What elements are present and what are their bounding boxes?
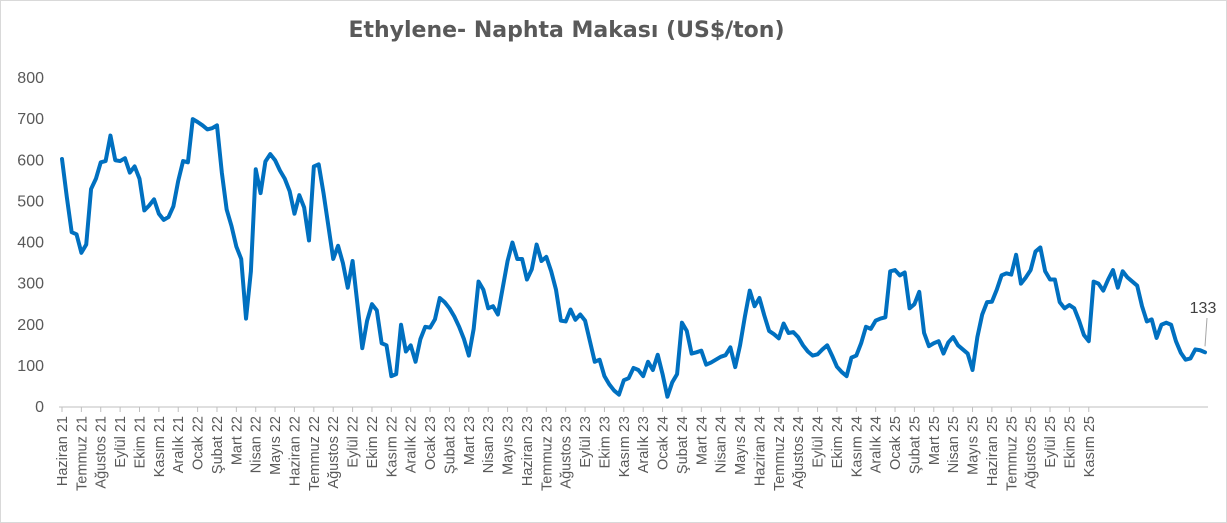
x-tick-label: Şubat 25: [907, 416, 923, 474]
x-tick-label: Mart 24: [694, 416, 710, 465]
x-tick-label: Mayıs 25: [966, 416, 982, 475]
x-tick-label: Temmuz 22: [307, 416, 323, 491]
x-tick-label: Ekim 23: [597, 416, 613, 468]
y-tick-label: 500: [17, 193, 44, 210]
x-tick-label: Ağustos 23: [559, 416, 575, 489]
x-tick-label: Eylül 22: [346, 416, 362, 468]
x-axis-labels: Haziran 21 Temmuz 21 Ağustos 21 Eylül 21 Eki…: [55, 416, 1098, 491]
x-tick-label: Şubat 24: [675, 416, 691, 474]
y-axis-ticks: 0 100 200 300 400 500 600 700 800: [17, 70, 44, 416]
x-tick-label: Eylül 21: [113, 416, 129, 468]
x-tick-label: Haziran 25: [985, 416, 1001, 486]
x-axis-ticks: [61, 407, 1090, 412]
x-tick-label: Ağustos 24: [791, 416, 807, 489]
x-tick-label: Ekim 22: [365, 416, 381, 468]
chart-title: Ethylene- Naphta Makası (US$/ton): [348, 18, 785, 43]
data-label-leader: [1204, 317, 1208, 347]
y-tick-label: 600: [17, 152, 44, 169]
x-tick-label: Mart 22: [229, 416, 245, 465]
y-tick-label: 100: [17, 358, 44, 375]
x-tick-label: Nisan 25: [946, 416, 962, 473]
x-tick-label: Ağustos 25: [1024, 416, 1040, 489]
x-tick-label: Kasım 23: [617, 416, 633, 477]
x-tick-label: Ekim 21: [132, 416, 148, 468]
y-tick-label: 700: [17, 111, 44, 128]
x-tick-label: Ocak 22: [191, 416, 207, 470]
x-tick-label: Aralık 23: [636, 416, 652, 473]
x-tick-label: Ocak 25: [888, 416, 904, 470]
x-tick-label: Eylül 24: [811, 416, 827, 468]
y-tick-label: 800: [17, 70, 44, 87]
x-tick-label: Mart 23: [462, 416, 478, 465]
x-tick-label: Mayıs 23: [501, 416, 517, 475]
x-tick-label: Temmuz 23: [539, 416, 555, 491]
y-tick-label: 200: [17, 317, 44, 334]
x-tick-label: Kasım 25: [1082, 416, 1098, 477]
x-tick-label: Nisan 23: [481, 416, 497, 473]
x-tick-label: Mart 25: [927, 416, 943, 465]
x-tick-label: Ekim 24: [830, 416, 846, 468]
y-tick-label: 0: [35, 399, 44, 416]
x-tick-label: Ağustos 21: [94, 416, 110, 489]
x-tick-label: Haziran 23: [520, 416, 536, 486]
x-tick-label: Haziran 24: [752, 416, 768, 486]
x-tick-label: Kasım 21: [152, 416, 168, 477]
x-tick-label: Nisan 22: [249, 416, 265, 473]
x-tick-label: Aralık 21: [171, 416, 187, 473]
x-tick-label: Kasım 22: [384, 416, 400, 477]
y-tick-label: 400: [17, 235, 44, 252]
x-tick-label: Nisan 24: [714, 416, 730, 473]
x-tick-label: Temmuz 24: [772, 416, 788, 491]
x-tick-label: Aralık 24: [869, 416, 885, 473]
x-tick-label: Aralık 22: [404, 416, 420, 473]
x-tick-label: Mayıs 22: [268, 416, 284, 475]
x-tick-label: Haziran 22: [287, 416, 303, 486]
x-tick-label: Eylül 25: [1043, 416, 1059, 468]
y-tick-label: 300: [17, 276, 44, 293]
x-tick-label: Şubat 22: [210, 416, 226, 474]
x-tick-label: Temmuz 21: [74, 416, 90, 491]
x-tick-label: Ekim 25: [1062, 416, 1078, 468]
data-label-last: 133: [1190, 300, 1217, 317]
x-tick-label: Ocak 24: [656, 416, 672, 470]
x-tick-label: Mayıs 24: [733, 416, 749, 475]
x-tick-label: Ocak 23: [423, 416, 439, 470]
x-tick-label: Şubat 23: [442, 416, 458, 474]
x-tick-label: Ağustos 22: [326, 416, 342, 489]
x-tick-label: Kasım 24: [849, 416, 865, 477]
x-tick-label: Eylül 23: [578, 416, 594, 468]
x-tick-label: Haziran 21: [55, 416, 71, 486]
x-tick-label: Temmuz 25: [1004, 416, 1020, 491]
series-line: [60, 117, 1207, 399]
